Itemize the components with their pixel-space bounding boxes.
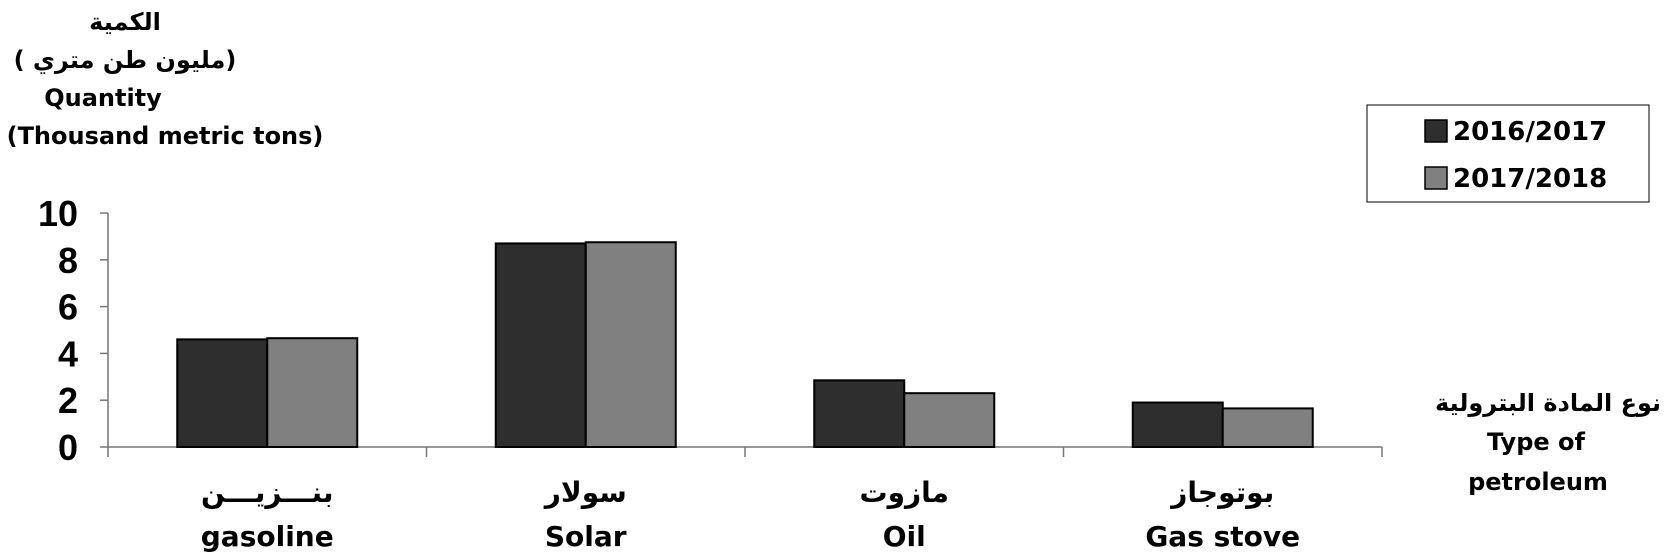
category-label-english: Oil xyxy=(883,520,926,553)
category-label-arabic: بنـــزيـــن xyxy=(201,476,334,509)
category-label-arabic: سولار xyxy=(543,476,627,509)
y-tick-label: 6 xyxy=(58,287,78,328)
category-label-english: Gas stove xyxy=(1145,520,1300,553)
y-tick-label: 10 xyxy=(38,193,78,234)
category-label-arabic: مازوت xyxy=(859,476,949,509)
bar-solar-2016-2017 xyxy=(494,242,587,448)
legend-label-2017-2018: 2017/2018 xyxy=(1453,164,1607,194)
bar-gas-stove-2016-2017 xyxy=(1131,401,1224,449)
x-axis-title-line-2: Type of xyxy=(1487,428,1585,456)
y-axis-title-line-2: (مليون طن متري ) xyxy=(14,46,237,74)
legend: 2016/2017 2017/2018 xyxy=(1366,104,1650,203)
category-label-english: gasoline xyxy=(201,520,334,553)
y-axis-title-line-1: الكمية xyxy=(89,8,161,36)
category-label-arabic: بوتوجاز xyxy=(1169,476,1274,509)
bar-oil-2017-2018 xyxy=(903,392,996,448)
bars xyxy=(176,241,1314,449)
x-ticks xyxy=(107,447,1383,457)
y-axis-title-line-4: (Thousand metric tons) xyxy=(7,122,324,150)
y-axis-title-line-3: Quantity xyxy=(44,84,162,112)
y-tick-label: 8 xyxy=(58,240,78,281)
legend-swatch-2016-2017 xyxy=(1424,119,1448,143)
y-ticks: 0 2 4 6 8 10 xyxy=(38,193,108,468)
category-labels: بنـــزيـــن gasoline سولار Solar مازوت Oil بوت… xyxy=(201,476,1300,553)
y-axis-title: الكمية (مليون طن متري ) Quantity (Thousa… xyxy=(7,8,324,150)
bar-oil-2016-2017 xyxy=(813,379,906,448)
x-axis-title: نوع المادة البترولية Type of petroleum xyxy=(1435,389,1661,496)
y-tick-label: 2 xyxy=(58,380,78,421)
x-axis-title-line-1: نوع المادة البترولية xyxy=(1435,389,1661,417)
x-axis-title-line-3: petroleum xyxy=(1468,468,1608,496)
y-tick-label: 0 xyxy=(58,427,78,468)
bar-solar-2017-2018 xyxy=(584,241,677,448)
legend-label-2016-2017: 2016/2017 xyxy=(1453,117,1607,147)
legend-box xyxy=(1366,104,1650,203)
bar-gas-stove-2017-2018 xyxy=(1221,407,1314,449)
bar-gasoline-2017-2018 xyxy=(266,337,359,448)
bar-gasoline-2016-2017 xyxy=(176,338,269,448)
legend-swatch-2017-2018 xyxy=(1424,166,1448,190)
category-label-english: Solar xyxy=(545,520,627,553)
y-tick-label: 4 xyxy=(58,333,78,374)
